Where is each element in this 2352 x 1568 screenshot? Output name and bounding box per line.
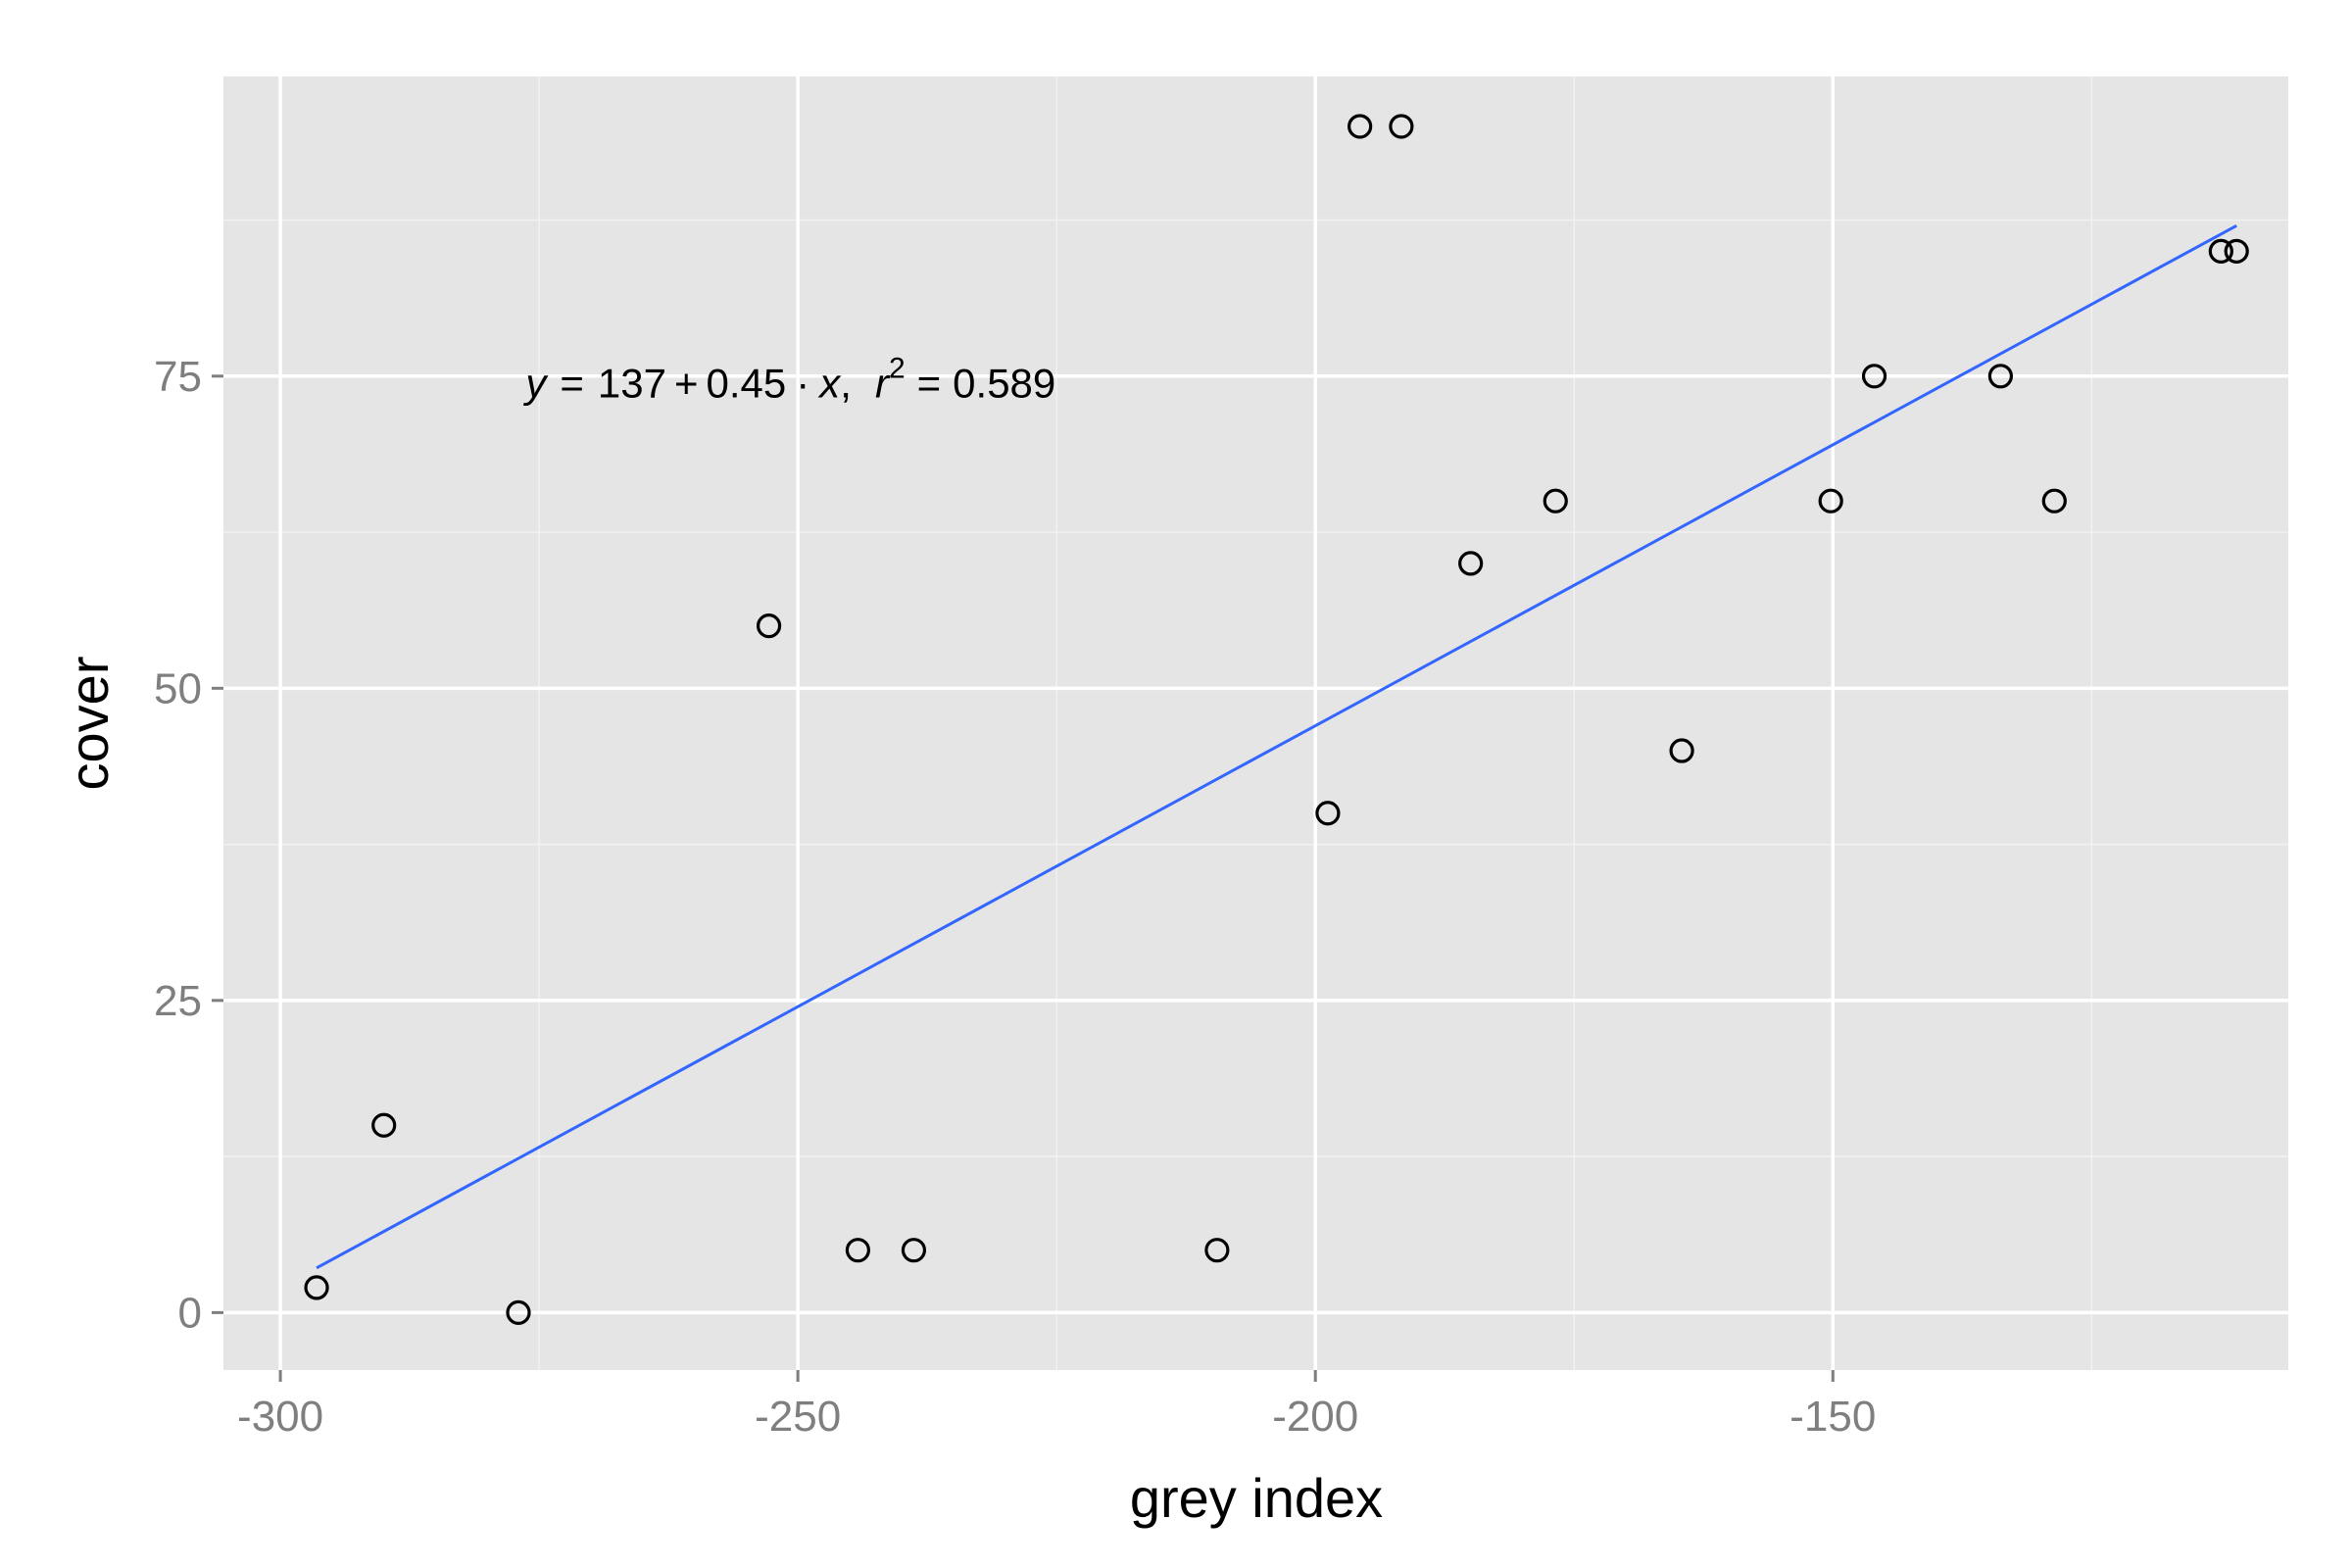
r-squared-var: r (875, 360, 891, 406)
equation-y-var: y (522, 360, 549, 406)
x-tick-label: -200 (1272, 1393, 1358, 1441)
data-point (901, 1238, 927, 1263)
data-point (1315, 801, 1341, 826)
x-tick-label: -300 (237, 1393, 323, 1441)
x-axis-ticks (278, 1370, 1835, 1382)
y-tick-label: 0 (178, 1289, 202, 1337)
y-tick-label: 50 (154, 664, 202, 712)
equation-equals: = (560, 360, 584, 406)
y-axis-tick-labels: 0 25 50 75 (154, 353, 202, 1338)
data-point (1458, 551, 1484, 576)
data-point (2224, 238, 2249, 264)
data-point (506, 1299, 531, 1325)
data-points (304, 114, 2249, 1325)
equation-dot: · (796, 360, 809, 406)
r-squared-equals: = (917, 360, 942, 406)
data-point (1669, 738, 1694, 763)
equation-plus: + (674, 360, 699, 406)
data-point (2041, 488, 2067, 514)
equation-slope: 0.45 (707, 360, 787, 406)
y-axis-ticks (212, 374, 223, 1314)
data-point (1389, 114, 1414, 139)
data-point (371, 1112, 397, 1138)
y-tick-label: 25 (154, 977, 202, 1025)
panel-background (223, 76, 2288, 1370)
y-axis-title: cover (58, 657, 120, 791)
regression-equation: y = 137 +0.45 · x, r2 = 0.589 (522, 352, 1055, 406)
data-point (2208, 238, 2233, 264)
r-squared-value: 0.589 (953, 360, 1055, 406)
equation-comma: , (840, 360, 852, 406)
x-tick-label: -150 (1789, 1393, 1876, 1441)
x-axis-tick-labels: -300 -250 -200 -150 (237, 1393, 1876, 1441)
data-point (304, 1275, 329, 1300)
r-squared-exponent: 2 (889, 352, 906, 384)
data-point (1861, 364, 1887, 389)
equation-x-var: x (817, 360, 842, 406)
y-tick-label: 75 (154, 353, 202, 401)
data-point (1348, 114, 1373, 139)
equation-intercept: 137 (598, 360, 666, 406)
data-point (1204, 1238, 1230, 1263)
major-gridlines (223, 76, 2288, 1370)
regression-line (316, 223, 2237, 1270)
data-point (756, 613, 782, 639)
data-point (845, 1238, 871, 1263)
x-axis-title: grey index (1130, 1467, 1383, 1529)
data-point (1543, 488, 1568, 514)
data-point (1818, 488, 1843, 514)
x-tick-label: -250 (755, 1393, 841, 1441)
minor-gridlines (223, 76, 2288, 1370)
data-point (1987, 364, 2013, 389)
